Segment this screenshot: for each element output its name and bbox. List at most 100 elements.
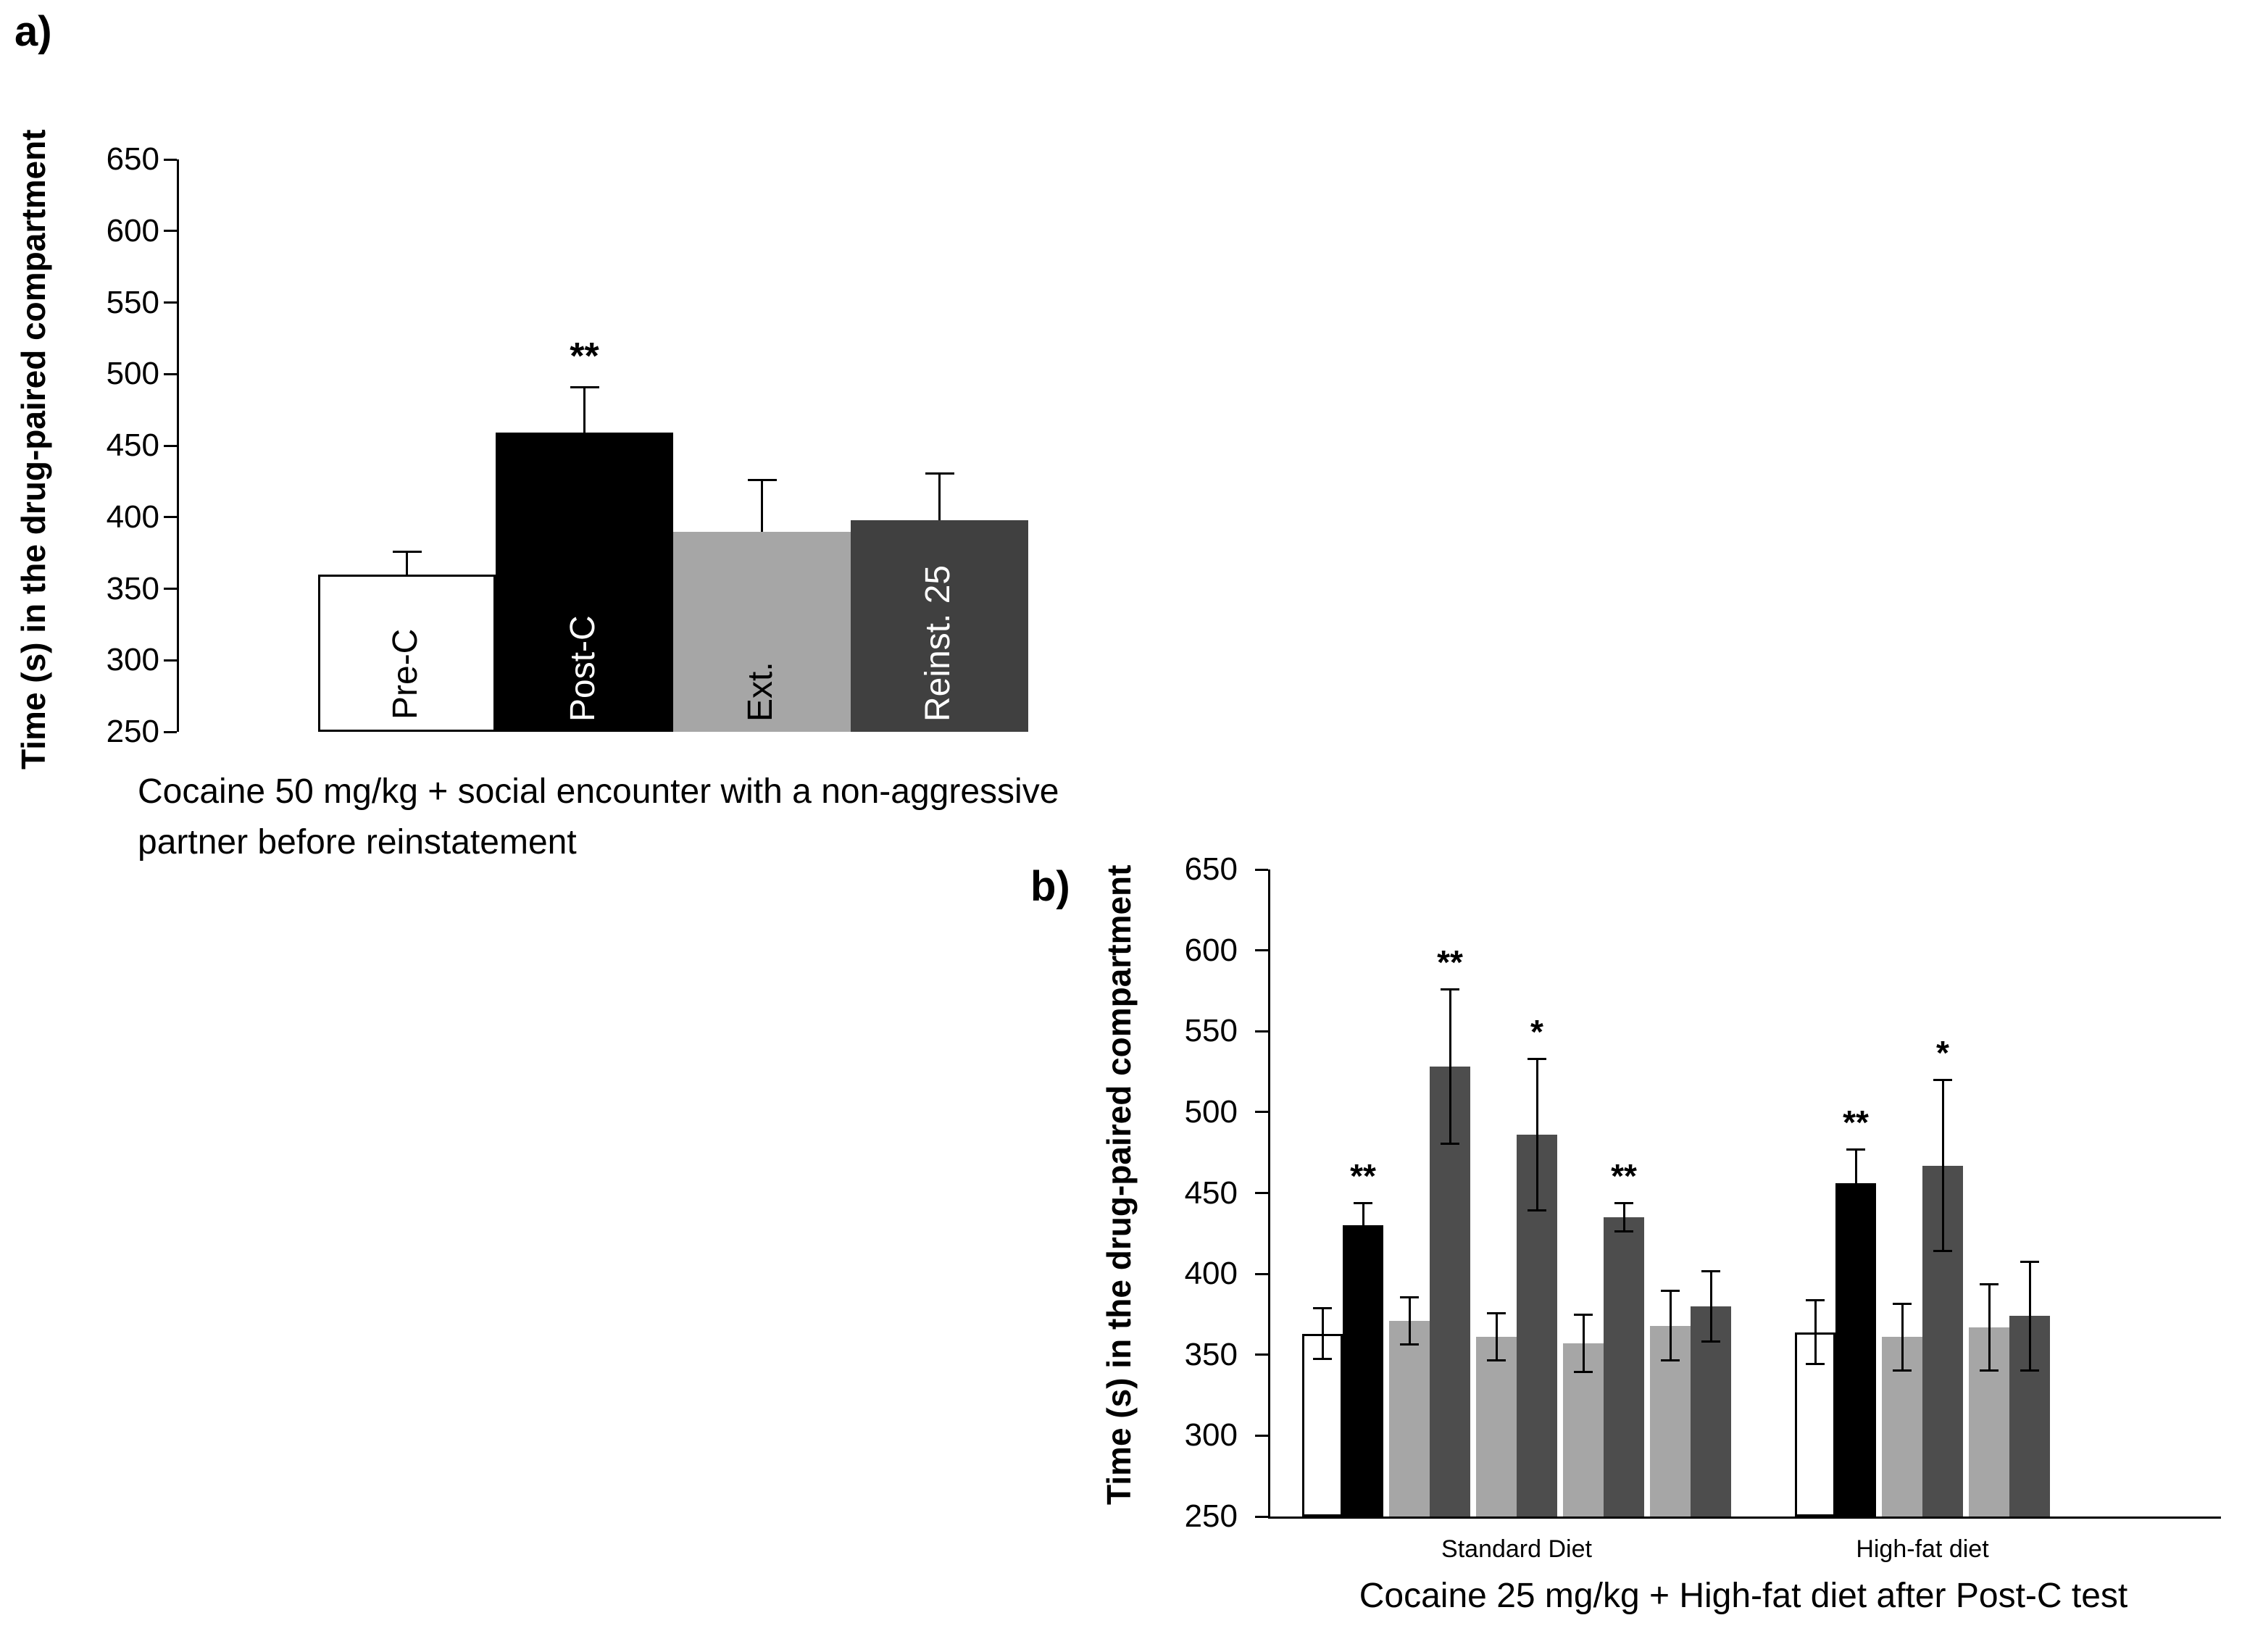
panel-b-caption: Cocaine 25 mg/kg + High-fat diet after P… <box>1268 1571 2219 1622</box>
error-bar-cap <box>1933 1079 1952 1082</box>
error-bar <box>1854 1151 1857 1216</box>
error-bar <box>2028 1262 2031 1369</box>
error-bar <box>1901 1304 1904 1369</box>
error-bar-cap <box>1574 1314 1593 1317</box>
x-group-label: High-fat diet <box>1856 1535 1989 1563</box>
error-bar-cap <box>1487 1359 1506 1362</box>
bar-reinst-25: Reinst. 25 <box>851 520 1028 732</box>
y-tick-label: 500 <box>106 356 159 392</box>
error-bar-cap <box>1893 1302 1912 1305</box>
y-tick-mark <box>164 444 177 447</box>
bar-post-c: Post-C <box>496 433 673 732</box>
y-tick-label: 400 <box>1184 1256 1238 1292</box>
error-bar-cap <box>1661 1359 1680 1362</box>
y-tick-label: 400 <box>106 498 159 535</box>
error-bar-cap <box>1313 1307 1332 1310</box>
significance-marker: * <box>1530 1013 1543 1051</box>
y-tick-mark <box>164 230 177 233</box>
bar-label: Ext. <box>741 662 780 722</box>
y-tick-mark <box>1255 1434 1268 1437</box>
bar-label: Pre-C <box>385 628 425 719</box>
error-bar-cap <box>1806 1362 1825 1365</box>
error-bar <box>1408 1298 1411 1344</box>
y-tick-mark <box>164 372 177 375</box>
y-tick-label: 600 <box>106 212 159 249</box>
y-tick-label: 600 <box>1184 932 1238 968</box>
y-tick-mark <box>1255 1111 1268 1114</box>
bar <box>1604 1217 1644 1517</box>
y-tick-label: 550 <box>106 284 159 320</box>
bar-label: Reinst. 25 <box>918 564 957 722</box>
panel-b-plot-area: ** ** * ** Standard Diet ** * High-fat diet <box>1255 868 2221 1563</box>
error-bar-cap <box>1354 1202 1372 1205</box>
error-bar <box>1362 1204 1364 1247</box>
error-bar <box>583 388 585 433</box>
error-bar <box>1814 1301 1817 1363</box>
x-group-label: Standard Diet <box>1441 1535 1592 1563</box>
error-bar-cap <box>1441 988 1459 991</box>
error-bar-cap <box>1893 1369 1912 1372</box>
y-tick-label: 450 <box>1184 1175 1238 1211</box>
y-tick-mark <box>164 158 177 161</box>
error-bar <box>1988 1285 1991 1369</box>
error-bar <box>1449 990 1451 1143</box>
error-bar <box>761 481 763 532</box>
error-bar-cap <box>1528 1058 1546 1061</box>
error-bar-cap <box>1933 1249 1952 1252</box>
y-tick-mark <box>1255 868 1268 871</box>
y-tick-mark <box>1255 1192 1268 1194</box>
y-tick-mark <box>164 659 177 662</box>
y-tick-mark <box>1255 1272 1268 1275</box>
significance-marker: * <box>1936 1034 1949 1072</box>
significance-marker: ** <box>570 335 599 377</box>
error-bar <box>1495 1314 1498 1360</box>
error-bar-cap <box>925 472 954 475</box>
error-bar-cap <box>1701 1269 1720 1272</box>
y-tick-mark <box>164 301 177 304</box>
error-bar-cap <box>392 551 422 554</box>
bar <box>1343 1225 1383 1517</box>
error-bar-cap <box>1313 1358 1332 1361</box>
y-tick-mark <box>1255 1353 1268 1356</box>
y-tick-label: 350 <box>1184 1336 1238 1372</box>
error-bar-cap <box>1846 1148 1865 1151</box>
error-bar-cap <box>1400 1296 1419 1298</box>
y-tick-mark <box>164 516 177 519</box>
bar-label: Post-C <box>563 615 602 722</box>
error-bar-cap <box>2020 1369 2039 1372</box>
error-bar-cap <box>1980 1369 1999 1372</box>
panel-b-label: b) <box>1030 863 1070 910</box>
error-bar <box>1535 1060 1538 1209</box>
error-bar-cap <box>1614 1230 1633 1232</box>
y-tick-label: 550 <box>1184 1013 1238 1049</box>
significance-marker: ** <box>1611 1157 1637 1196</box>
bar <box>1835 1183 1876 1517</box>
error-bar <box>1709 1272 1712 1340</box>
y-tick-mark <box>164 588 177 590</box>
bar-pre-c: Pre-C <box>318 574 496 732</box>
error-bar <box>938 474 941 520</box>
bar <box>1476 1337 1517 1517</box>
y-tick-mark <box>164 730 177 733</box>
error-bar <box>406 553 408 575</box>
error-bar-cap <box>1528 1209 1546 1211</box>
panel-a-plot-area: Pre-C Post-C ** Ext. Reinst. 25 <box>164 158 1078 733</box>
panel-a-y-tick-labels: 250 300 350 400 450 500 550 600 650 <box>43 141 164 749</box>
panel-a-caption: Cocaine 50 mg/kg + social encounter with… <box>138 767 1059 867</box>
y-tick-label: 350 <box>106 570 159 606</box>
error-bar <box>1622 1204 1625 1230</box>
error-bar-cap <box>747 479 777 482</box>
panel-a-label: a) <box>14 8 52 55</box>
error-bar <box>1669 1291 1672 1360</box>
error-bar-cap <box>1614 1202 1633 1205</box>
significance-marker: ** <box>1437 943 1463 982</box>
error-bar-cap <box>1806 1299 1825 1302</box>
y-tick-label: 500 <box>1184 1093 1238 1130</box>
panel-a-caption-line-1: Cocaine 50 mg/kg + social encounter with… <box>138 772 1059 811</box>
significance-marker: ** <box>1350 1157 1376 1196</box>
y-tick-mark <box>1255 949 1268 952</box>
bar <box>1302 1333 1343 1517</box>
error-bar <box>1941 1081 1944 1250</box>
y-tick-label: 250 <box>106 714 159 749</box>
error-bar-cap <box>570 386 599 388</box>
